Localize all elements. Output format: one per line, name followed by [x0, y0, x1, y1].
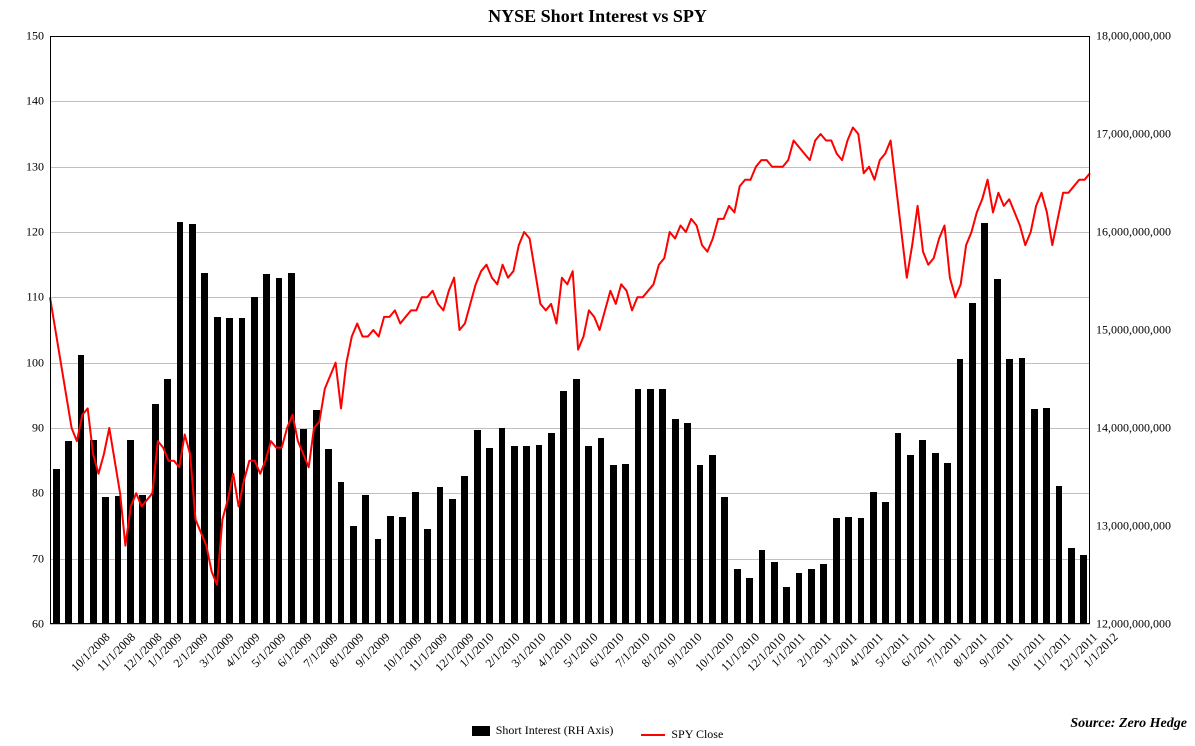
legend-item: SPY Close	[641, 727, 723, 742]
chart-title: NYSE Short Interest vs SPY	[0, 6, 1195, 27]
spy-line-layer	[50, 36, 1090, 624]
right-axis-tick: 14,000,000,000	[1090, 421, 1171, 436]
right-axis-tick: 17,000,000,000	[1090, 127, 1171, 142]
left-axis-tick: 130	[26, 159, 50, 174]
legend-swatch-bar-icon	[472, 726, 490, 736]
chart-container: NYSE Short Interest vs SPY 6070809010011…	[0, 0, 1195, 746]
left-axis-tick: 150	[26, 29, 50, 44]
right-axis-tick: 13,000,000,000	[1090, 519, 1171, 534]
right-axis-tick: 15,000,000,000	[1090, 323, 1171, 338]
gridline	[50, 624, 1090, 625]
source-credit: Source: Zero Hedge	[1070, 716, 1187, 732]
right-axis-tick: 18,000,000,000	[1090, 29, 1171, 44]
legend-label: SPY Close	[671, 727, 723, 742]
right-axis-tick: 12,000,000,000	[1090, 617, 1171, 632]
plot-area: 60708090100110120130140150 12,000,000,00…	[50, 36, 1090, 624]
left-axis-tick: 70	[32, 551, 50, 566]
legend: Short Interest (RH Axis) SPY Close	[0, 723, 1195, 742]
left-axis-tick: 60	[32, 617, 50, 632]
left-axis-tick: 140	[26, 94, 50, 109]
legend-item: Short Interest (RH Axis)	[472, 723, 614, 738]
right-axis-tick: 16,000,000,000	[1090, 225, 1171, 240]
legend-label: Short Interest (RH Axis)	[496, 723, 614, 738]
left-axis-tick: 110	[26, 290, 50, 305]
left-axis-tick: 90	[32, 421, 50, 436]
legend-swatch-line-icon	[641, 734, 665, 736]
spy-close-line	[50, 128, 1090, 585]
left-axis-tick: 100	[26, 355, 50, 370]
left-axis-tick: 80	[32, 486, 50, 501]
left-axis-tick: 120	[26, 225, 50, 240]
